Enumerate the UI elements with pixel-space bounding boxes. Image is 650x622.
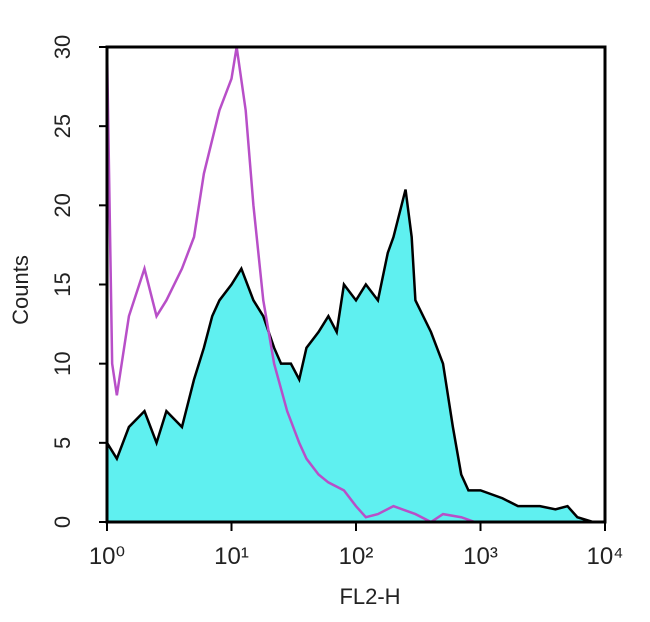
x-tick-label: 10⁴ [586,543,623,570]
y-axis-label: Counts [8,255,33,325]
y-tick-label: 25 [50,114,75,138]
x-axis-label: FL2-H [339,584,400,609]
x-tick-label: 10⁰ [89,543,125,570]
histogram-line [105,46,476,524]
y-tick-label: 20 [50,193,75,217]
x-tick-label: 10³ [463,543,498,570]
y-tick-label: 5 [50,437,75,449]
histogram-area [107,189,593,522]
y-tick-label: 15 [50,272,75,296]
histogram-line [105,189,594,524]
y-tick-label: 30 [50,35,75,59]
y-tick-label: 0 [50,516,75,528]
x-tick-label: 10¹ [214,543,249,570]
x-tick-label: 10² [339,543,374,570]
y-tick-label: 10 [50,351,75,375]
